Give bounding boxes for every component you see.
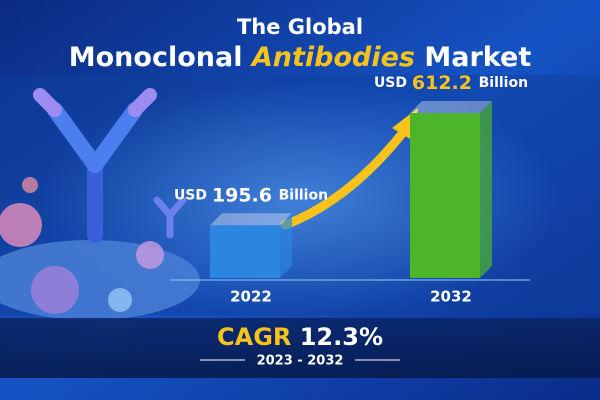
bar-top [210, 213, 292, 226]
bar-top [410, 101, 492, 113]
bar-side [280, 213, 292, 278]
cagr-label: CAGR [217, 323, 291, 351]
title-highlight: Antibodies [250, 42, 415, 73]
bar-front [210, 225, 280, 278]
bar [410, 101, 492, 278]
cagr-band [0, 318, 600, 378]
x-tick-label: 2032 [430, 288, 472, 306]
cagr-period: 2023 - 2032 [257, 354, 344, 369]
bar-front [410, 113, 480, 278]
bar-side [480, 101, 492, 278]
value-label: USD 612.2 Billion [374, 72, 528, 94]
cagr: CAGR 12.3% [217, 323, 383, 351]
growth-arrow [280, 125, 410, 230]
title-line1: The Global [237, 15, 363, 39]
title-line2: Monoclonal Antibodies Market [69, 42, 532, 73]
title-part: Market [424, 42, 531, 73]
title-part: Monoclonal [69, 42, 243, 73]
x-tick-label: 2022 [230, 288, 272, 306]
cagr-value: 12.3% [300, 323, 383, 351]
value-label: USD 195.6 Billion [174, 184, 328, 206]
bar [210, 213, 292, 278]
illustration [0, 88, 200, 320]
